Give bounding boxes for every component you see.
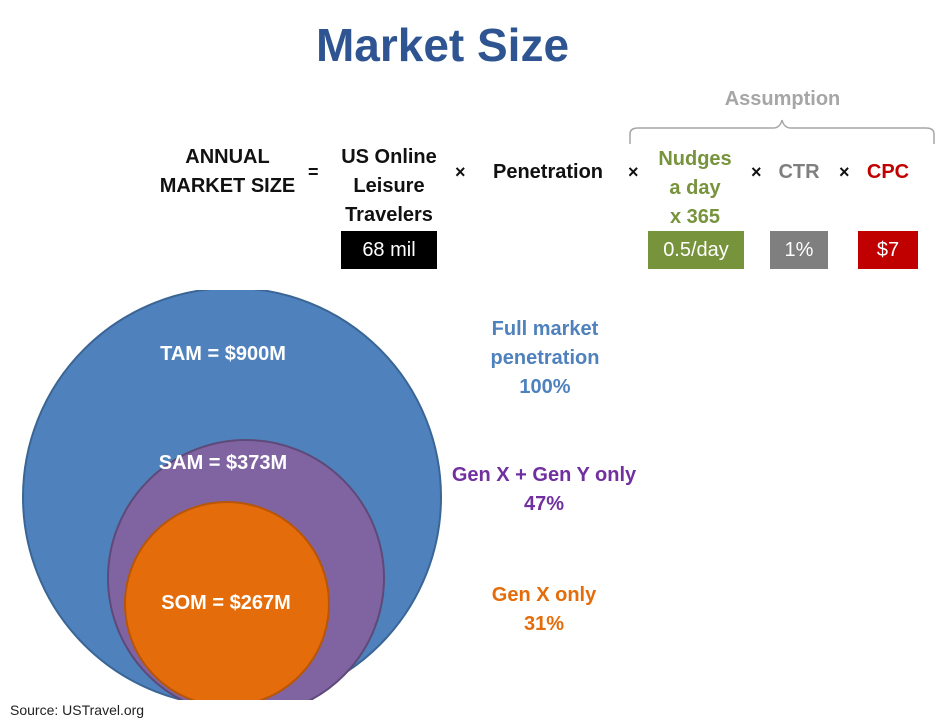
ctr-label: CTR xyxy=(778,161,820,183)
source-note: Source: USTravel.org xyxy=(10,702,145,718)
times-sign-3: × xyxy=(751,162,762,182)
nudges-line2: a day xyxy=(669,177,721,199)
page-title: Market Size xyxy=(315,19,570,71)
ctr-value-box: 1% xyxy=(770,231,828,269)
nudges-line1: Nudges xyxy=(658,148,732,170)
cpc-label: CPC xyxy=(866,161,910,183)
us-travelers-label: US Online Leisure Travelers xyxy=(330,143,448,230)
market-size-line: MARKET SIZE xyxy=(159,175,296,197)
travelers-line2: Leisure xyxy=(353,175,425,197)
som-circle xyxy=(124,501,330,700)
tam-label: TAM = $900M xyxy=(160,343,286,365)
genx-line1: Gen X only xyxy=(491,584,597,606)
full-market-pct: 100% xyxy=(519,376,571,398)
full-market-line1: Full market xyxy=(491,318,599,340)
full-market-description: Full market penetration 100% xyxy=(450,315,640,402)
times-sign-4: × xyxy=(839,162,850,182)
som-label: SOM = $267M xyxy=(161,592,291,614)
times-sign-1: × xyxy=(455,162,466,182)
penetration-label: Penetration xyxy=(492,161,604,183)
annual-market-size-label: ANNUAL MARKET SIZE xyxy=(150,143,305,201)
cpc-value-box: $7 xyxy=(858,231,918,269)
sam-label: SAM = $373M xyxy=(158,452,288,474)
assumption-label: Assumption xyxy=(724,88,841,110)
equals-sign: = xyxy=(308,162,319,182)
travelers-value-box: 68 mil xyxy=(341,231,437,269)
market-circles xyxy=(22,290,442,700)
travelers-line1: US Online xyxy=(341,146,437,168)
genx-description: Gen X only 31% xyxy=(465,581,623,639)
assumption-brace xyxy=(629,119,935,144)
genxy-description: Gen X + Gen Y only 47% xyxy=(440,461,648,519)
genx-pct: 31% xyxy=(523,613,565,635)
nudges-value-box: 0.5/day xyxy=(648,231,744,269)
annual-line: ANNUAL xyxy=(185,146,270,168)
nudges-line3: x 365 xyxy=(669,206,721,228)
full-market-line2: penetration xyxy=(490,347,600,369)
genxy-pct: 47% xyxy=(523,493,565,515)
nudges-label: Nudges a day x 365 xyxy=(645,145,745,232)
genxy-line1: Gen X + Gen Y only xyxy=(451,464,637,486)
times-sign-2: × xyxy=(628,162,639,182)
travelers-line3: Travelers xyxy=(345,204,433,226)
